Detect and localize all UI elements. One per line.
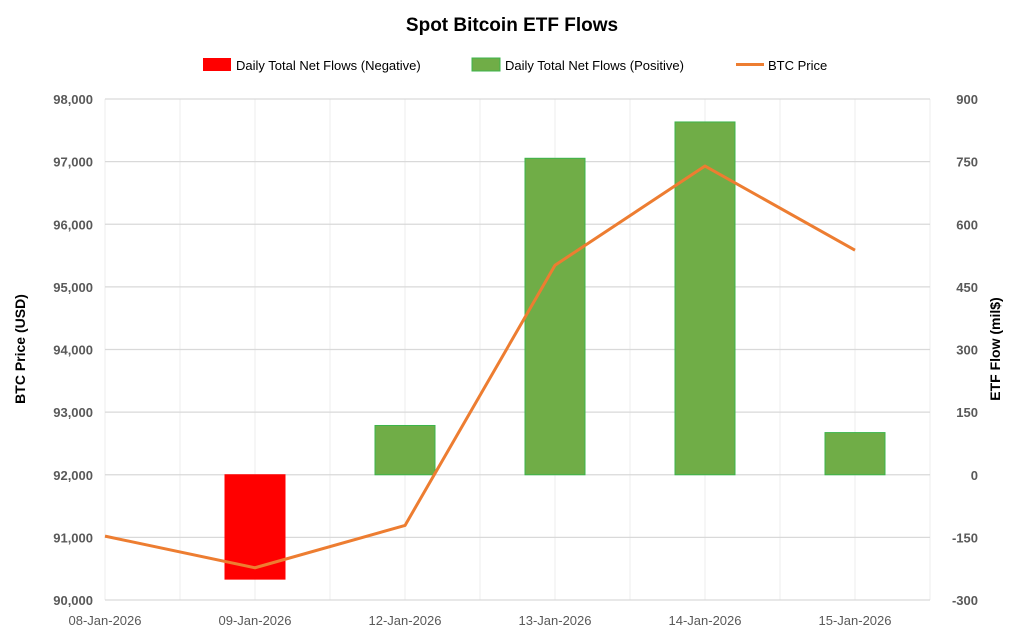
y-right-tick: -150 [952, 530, 978, 545]
x-tick: 08-Jan-2026 [69, 613, 142, 628]
bar-positive [525, 158, 585, 474]
legend-swatch-positive [472, 58, 500, 71]
bar-positive [825, 433, 885, 475]
legend-label-positive: Daily Total Net Flows (Positive) [505, 58, 684, 73]
y-left-tick: 98,000 [53, 92, 93, 107]
y-right-tick: 150 [956, 405, 978, 420]
y-left-tick: 96,000 [53, 217, 93, 232]
x-tick: 09-Jan-2026 [219, 613, 292, 628]
x-tick: 14-Jan-2026 [669, 613, 742, 628]
y-right-tick: 0 [971, 468, 978, 483]
y-left-tick: 92,000 [53, 468, 93, 483]
legend-label-price: BTC Price [768, 58, 827, 73]
y-left-label: BTC Price (USD) [12, 294, 28, 404]
y-right-tick: 750 [956, 155, 978, 170]
chart-title: Spot Bitcoin ETF Flows [406, 15, 618, 36]
y-left-tick: 94,000 [53, 343, 93, 358]
x-tick: 12-Jan-2026 [369, 613, 442, 628]
y-right-tick: 600 [956, 217, 978, 232]
y-left-tick: 97,000 [53, 155, 93, 170]
y-left-tick: 95,000 [53, 280, 93, 295]
legend-swatch-negative [203, 58, 231, 71]
y-right-label: ETF Flow (mil$) [987, 297, 1003, 400]
legend-label-negative: Daily Total Net Flows (Negative) [236, 58, 421, 73]
y-left-tick: 90,000 [53, 593, 93, 608]
legend: Daily Total Net Flows (Negative) Daily T… [203, 58, 827, 73]
bar-positive [375, 425, 435, 474]
bar-positive [675, 122, 735, 475]
x-tick: 15-Jan-2026 [819, 613, 892, 628]
y-right-tick: -300 [952, 593, 978, 608]
y-left-tick: 93,000 [53, 405, 93, 420]
y-left-tick: 91,000 [53, 530, 93, 545]
y-right-tick: 900 [956, 92, 978, 107]
x-tick: 13-Jan-2026 [519, 613, 592, 628]
y-right-tick: 450 [956, 280, 978, 295]
y-right-tick: 300 [956, 343, 978, 358]
